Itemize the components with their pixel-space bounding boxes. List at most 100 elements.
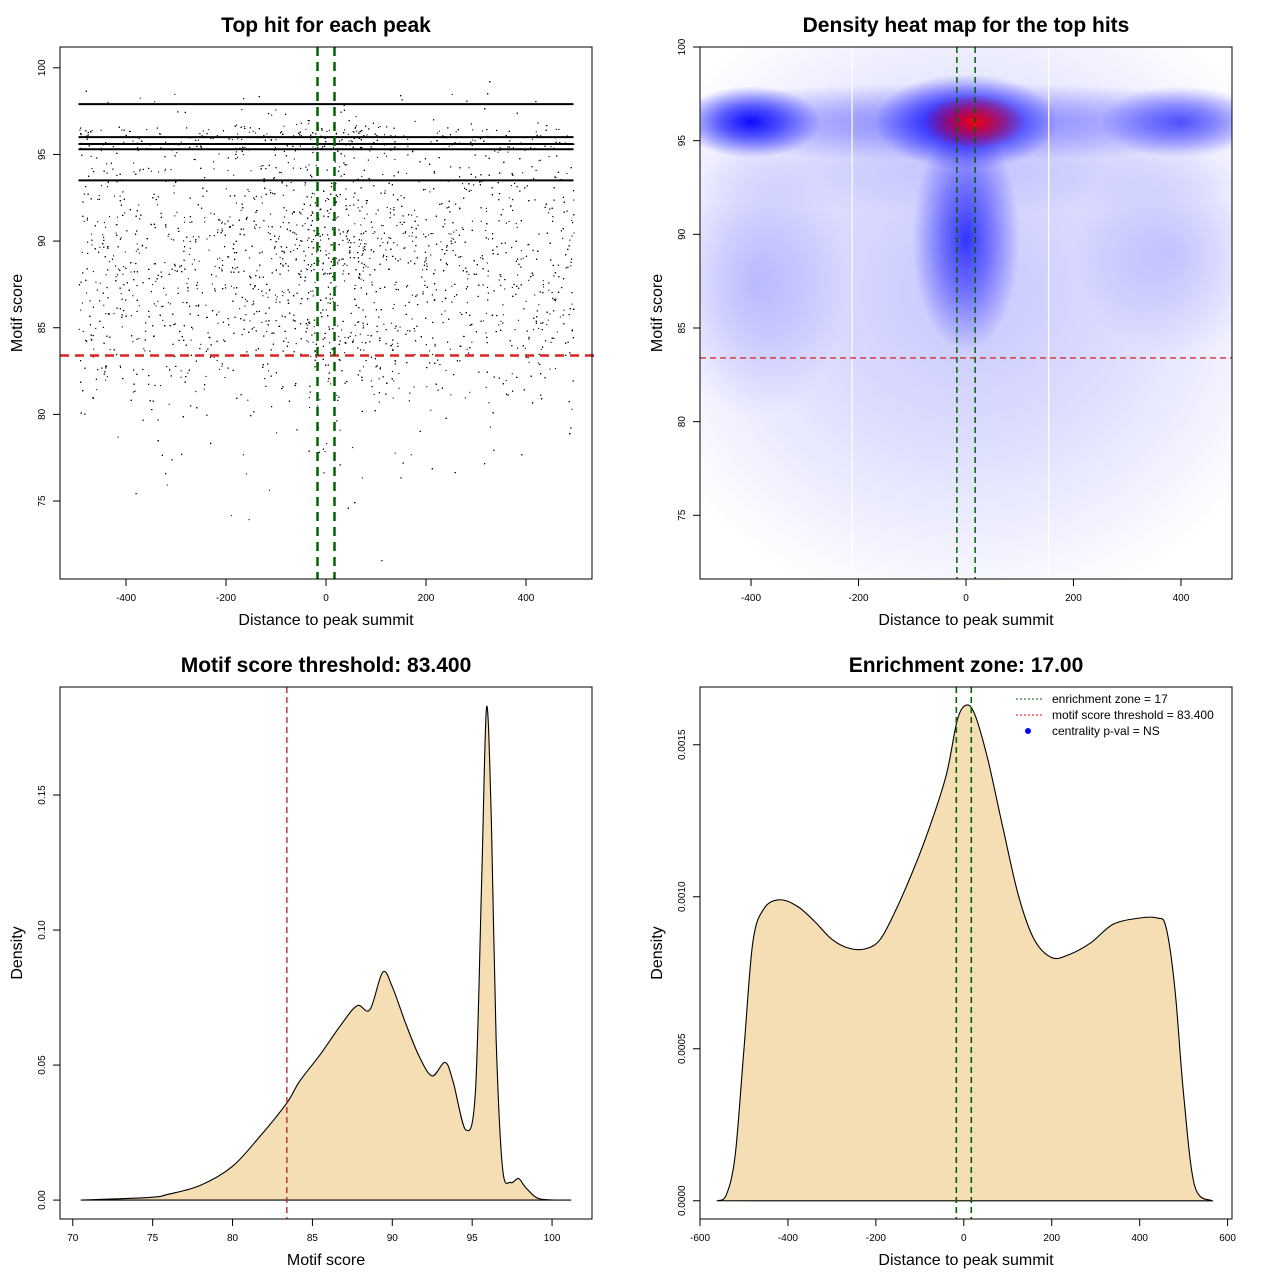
scatter-point <box>123 310 125 312</box>
scatter-point <box>216 340 218 342</box>
scatter-point <box>466 271 468 273</box>
scatter-point <box>528 338 530 340</box>
scatter-point <box>183 325 185 327</box>
scatter-point <box>394 363 396 365</box>
scatter-point <box>164 168 166 170</box>
scatter-point <box>417 224 419 226</box>
scatter-point <box>502 208 504 210</box>
scatter-point <box>307 341 309 343</box>
scatter-point <box>311 264 313 266</box>
scatter-point <box>535 322 537 324</box>
scatter-point <box>274 154 276 156</box>
scatter-point <box>469 391 471 393</box>
scatter-point <box>540 348 542 350</box>
scatter-point <box>439 203 441 205</box>
scatter-point <box>130 399 132 401</box>
scatter-point <box>407 330 409 332</box>
scatter-point <box>382 173 384 175</box>
scatter-point <box>434 362 436 364</box>
scatter-point <box>315 165 317 167</box>
scatter-point <box>149 400 151 402</box>
scatter-point <box>477 295 479 297</box>
scatter-point <box>569 352 571 354</box>
scatter-point <box>99 320 101 322</box>
scatter-point <box>425 344 427 346</box>
scatter-point <box>309 204 311 206</box>
scatter-point <box>257 348 259 350</box>
scatter-point <box>314 281 316 283</box>
scatter-point <box>385 329 387 331</box>
scatter-point <box>104 371 106 373</box>
scatter-point <box>342 264 344 266</box>
scatter-point <box>295 233 297 235</box>
scatter-point <box>350 332 352 334</box>
scatter-point <box>394 327 396 329</box>
scatter-point <box>454 295 456 297</box>
scatter-point <box>342 239 344 241</box>
scatter-point <box>299 145 301 147</box>
scatter-point <box>503 161 505 163</box>
scatter-point <box>81 251 83 253</box>
scatter-point <box>371 281 373 283</box>
scatter-point <box>221 228 223 230</box>
scatter-point <box>317 206 319 208</box>
scatter-point <box>245 473 247 475</box>
scatter-point <box>362 309 364 311</box>
scatter-point <box>498 324 500 326</box>
scatter-point <box>204 221 206 223</box>
scatter-point <box>459 312 461 314</box>
scatter-point <box>204 217 206 219</box>
scatter-point <box>377 209 379 211</box>
scatter-point <box>434 343 436 345</box>
scatter-point <box>566 135 568 137</box>
scatter-point <box>382 225 384 227</box>
scatter-point <box>335 201 337 203</box>
scatter-point <box>116 354 118 356</box>
scatter-point <box>424 251 426 253</box>
scatter-point <box>331 182 333 184</box>
scatter-point <box>221 260 223 262</box>
scatter-point <box>328 326 330 328</box>
scatter-point <box>498 377 500 379</box>
scatter-point <box>227 220 229 222</box>
scatter-point <box>553 199 555 201</box>
scatter-point <box>338 335 340 337</box>
scatter-point <box>407 138 409 140</box>
scatter-point <box>484 108 486 110</box>
scatter-point <box>262 276 264 278</box>
scatter-point <box>241 296 243 298</box>
scatter-point <box>204 384 206 386</box>
scatter-point <box>263 181 265 183</box>
scatter-point <box>533 178 535 180</box>
scatter-point <box>270 192 272 194</box>
scatter-point <box>103 304 105 306</box>
scatter-point <box>213 161 215 163</box>
scatter-point <box>534 294 536 296</box>
scatter-point <box>311 241 313 243</box>
scatter-point <box>305 128 307 130</box>
scatter-point <box>403 247 405 249</box>
scatter-point <box>512 390 514 392</box>
scatter-point <box>244 146 246 148</box>
scatter-point <box>571 235 573 237</box>
scatter-point <box>357 178 359 180</box>
scatter-point <box>259 252 261 254</box>
scatter-point <box>265 168 267 170</box>
scatter-point <box>455 203 457 205</box>
scatter-point <box>343 104 345 106</box>
scatter-point <box>366 200 368 202</box>
scatter-point <box>148 310 150 312</box>
scatter-point <box>307 319 309 321</box>
scatter-point <box>293 211 295 213</box>
scatter-point <box>337 304 339 306</box>
scatter-point <box>404 232 406 234</box>
scatter-point <box>426 301 428 303</box>
scatter-point <box>122 191 124 193</box>
scatter-point <box>515 223 517 225</box>
scatter-point <box>353 137 355 139</box>
scatter-point <box>363 267 365 269</box>
scatter-point <box>528 361 530 363</box>
scatter-point <box>223 339 225 341</box>
scatter-point <box>411 294 413 296</box>
scatter-point <box>249 320 251 322</box>
